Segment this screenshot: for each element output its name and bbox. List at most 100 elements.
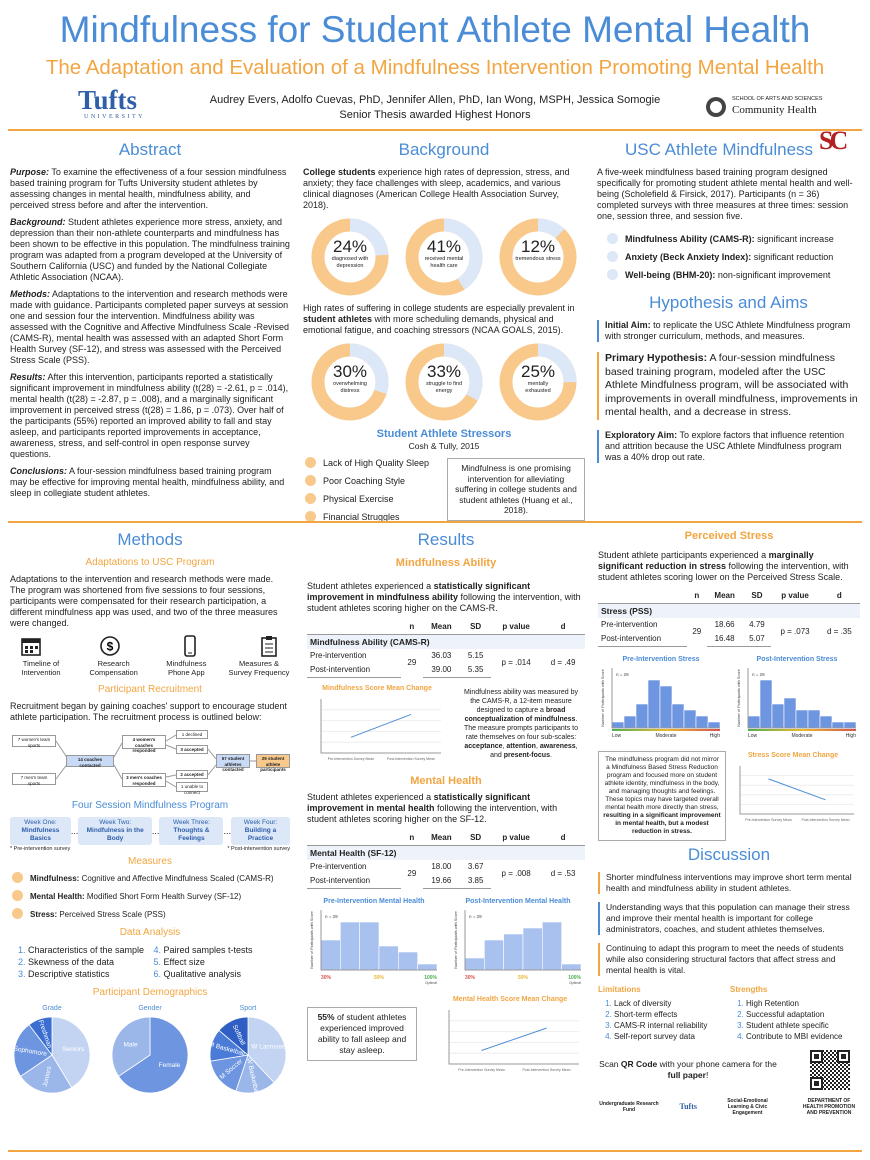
paragraph: Methods: Adaptations to the intervention…: [10, 289, 290, 366]
donut-ring: [405, 343, 483, 421]
calendar-icon: [21, 638, 41, 656]
flow-node: 2 accepted: [176, 770, 208, 779]
cell-p: p = .008: [501, 869, 531, 879]
sponsor: Tufts: [679, 1102, 698, 1111]
paragraphs: Purpose: To examine the effectiveness of…: [10, 167, 290, 499]
cell-n: 29: [692, 627, 702, 637]
x-note: Optimal: [569, 981, 581, 985]
paragraph: Adaptations to the intervention and rese…: [10, 574, 278, 628]
table: n Mean SD p value d Mental Health (SF-12) Pre-…: [307, 831, 585, 889]
findings-list: Mindfulness Ability (CAMS-R): significan…: [597, 233, 860, 281]
corner: [307, 831, 402, 846]
bar: [503, 933, 524, 971]
note: Mindfulness ability was measured by the …: [457, 684, 585, 764]
list-item: Self-report survey data: [614, 1031, 723, 1042]
cell: 5.15: [467, 651, 484, 660]
bar: [831, 721, 845, 729]
line: [768, 778, 826, 801]
corner: [307, 620, 402, 635]
donut-ring: [405, 218, 483, 296]
bold-run: Conclusions:: [10, 466, 68, 476]
icon-label: Timeline of Intervention: [21, 659, 61, 677]
flowchart: 7 women's team sports 7 men's team sport…: [10, 729, 290, 795]
x-label: 50%: [518, 975, 529, 981]
subheading: Limitations: [598, 985, 641, 994]
histogram: Pre-Intervention Stress Number of Partici…: [598, 655, 724, 747]
bar: [771, 703, 785, 729]
demographics: Grade Seniors Juniors Sophomore Freshman Gend…: [10, 1004, 290, 1098]
histograms: Pre-Intervention Stress Number of Partici…: [598, 655, 860, 747]
x-label: Low: [612, 733, 622, 739]
cell: 3.85: [460, 874, 492, 889]
bold-run: Mindfulness Ability (CAMS-R):: [625, 234, 755, 244]
paragraph: A five-week mindfulness based training p…: [597, 167, 853, 221]
column-header: p value: [771, 589, 819, 604]
paragraphs: Shorter mindfulness interventions may im…: [598, 872, 860, 976]
subheading: Participant Demographics: [92, 987, 208, 998]
subheading: Participant Recruitment: [98, 684, 202, 695]
subheading: Adaptations to USC Program: [85, 557, 215, 568]
data-row: Pre-intervention 29 36.03 5.15 p = .014 d = .…: [307, 649, 585, 667]
pie-slice: [218, 1016, 249, 1056]
bold-run: Well-being (BHM-20):: [625, 270, 716, 280]
abstract: Abstract Purpose: To examine the effecti…: [10, 140, 290, 505]
bold-run: Results:: [10, 372, 46, 382]
week-label: Week Three:: [172, 819, 210, 826]
cell-d: d = .49: [550, 658, 576, 668]
bar: [707, 721, 721, 729]
tufts-logo-sub: UNIVERSITY: [84, 114, 145, 120]
data-row: Post-intervention 19.66 3.85: [307, 874, 585, 889]
bar: [484, 939, 504, 971]
donut-text: 12% tremendous stress: [515, 235, 561, 279]
table: n Mean SD p value d Mindfulness Ability (CAMS…: [307, 620, 585, 678]
donut-caption: diagnosed with depression: [331, 256, 369, 269]
header-row: n Mean SD p value d: [598, 589, 860, 604]
histogram: Pre-Intervention Mental Health Number of …: [307, 897, 441, 989]
row-label: Pre-intervention: [310, 862, 367, 871]
heading: Abstract: [118, 140, 182, 159]
paragraph: Primary Hypothesis: A four-session mindf…: [597, 352, 860, 420]
bold-run: Anxiety (Beck Anxiety Index):: [625, 252, 752, 262]
cell: 18.00: [431, 862, 452, 871]
sponsors: Undergraduate Research Fund Tufts Social-E…: [598, 1098, 860, 1116]
annotation: n = 29: [469, 914, 482, 919]
bold-run: attention: [506, 743, 536, 750]
list-item: Financial Struggles: [303, 511, 443, 523]
text-run: A four-session mindfulness based trainin…: [605, 352, 858, 418]
corner: [598, 589, 687, 604]
pie-slice: [111, 1016, 151, 1077]
donut: 25% mentally exhausted: [498, 342, 578, 422]
table-title: Stress (PSS): [598, 603, 860, 618]
paragraph: Student athletes experienced a statistic…: [307, 581, 585, 614]
bar: [747, 715, 761, 729]
text-run: Student athletes experienced a: [307, 792, 434, 802]
text-run: Adaptations to the intervention and rese…: [10, 289, 289, 365]
heading: Methods: [117, 530, 183, 549]
bar: [378, 945, 399, 971]
slice-label: Male: [123, 1041, 137, 1048]
icon-row: $: [20, 635, 280, 657]
data-row: Pre-intervention 29 18.00 3.67 p = .008 d = .…: [307, 860, 585, 878]
chart-title: Grade: [42, 1005, 62, 1012]
cell: 18.66: [714, 620, 735, 629]
x-label: 100%: [424, 975, 437, 981]
y-axis-label: Number of Participants with Score: [454, 911, 458, 968]
cell: 3.67: [467, 862, 484, 871]
list-item: Well-being (BHM-20): non-significant imp…: [605, 269, 860, 281]
hist: Number of Participants with Score n = 29 3…: [454, 910, 582, 985]
annotation: n = 29: [325, 914, 338, 919]
donut-caption: mentally exhausted: [525, 381, 551, 394]
text-run: significant increase: [754, 234, 834, 244]
text-run: non-significant improvement: [715, 270, 831, 280]
donut-value: 41%: [426, 237, 462, 256]
flow-node: 14 coaches contacted: [66, 755, 114, 768]
bold-run: student athletes: [303, 314, 373, 324]
week-box: Week One: Mindfulness Basics: [10, 817, 71, 845]
promise-box: Mindfulness is one promising interventio…: [447, 458, 585, 521]
bar: [522, 927, 543, 971]
bold-run: awareness: [539, 743, 576, 750]
axes: [464, 910, 581, 971]
x-tick-label: Pre-Intervention Survey Mean: [458, 1068, 505, 1072]
donut-chart: 24% diagnosed with depression 41% received …: [303, 217, 585, 297]
data-row: Post-intervention 39.00 5.35: [307, 663, 585, 678]
